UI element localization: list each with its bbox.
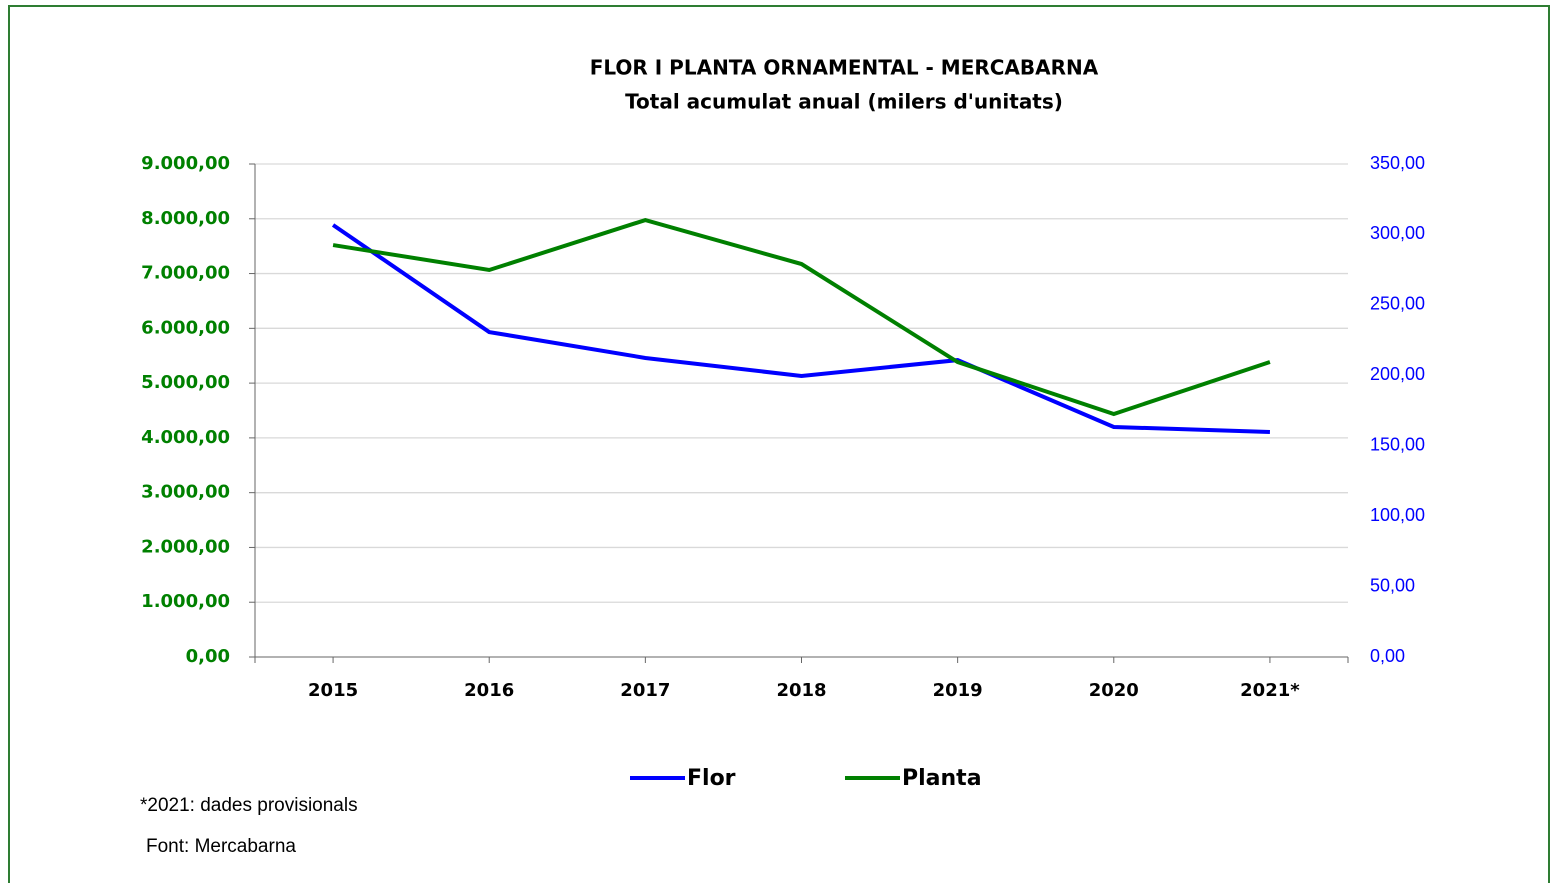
y2-tick-label: 0,00 — [1370, 646, 1405, 666]
chart-subtitle: Total acumulat anual (milers d'unitats) — [625, 90, 1063, 114]
x-tick-label: 2019 — [933, 680, 983, 701]
legend-label: Flor — [687, 766, 736, 791]
y2-tick-label: 250,00 — [1370, 294, 1425, 314]
y-tick-label: 0,00 — [186, 646, 230, 667]
note: *2021: dades provisionals — [140, 795, 358, 816]
y2-tick-label: 50,00 — [1370, 575, 1415, 595]
y-tick-label: 5.000,00 — [141, 372, 230, 393]
x-tick-label: 2016 — [464, 680, 514, 701]
chart-title: FLOR I PLANTA ORNAMENTAL - MERCABARNA — [590, 56, 1099, 80]
y2-tick-label: 150,00 — [1370, 434, 1425, 454]
x-tick-label: 2018 — [776, 680, 826, 701]
y-tick-label: 4.000,00 — [141, 427, 230, 448]
y2-tick-label: 100,00 — [1370, 505, 1425, 525]
x-tick-label: 2021* — [1240, 680, 1300, 701]
y-tick-label: 3.000,00 — [141, 482, 230, 503]
y-tick-label: 2.000,00 — [141, 536, 230, 557]
x-tick-label: 2020 — [1089, 680, 1139, 701]
frame — [8, 5, 1550, 883]
y2-tick-label: 350,00 — [1370, 153, 1425, 173]
y-tick-label: 8.000,00 — [141, 208, 230, 229]
legend-label: Planta — [902, 766, 982, 791]
note-mask — [130, 815, 530, 835]
y-tick-label: 7.000,00 — [141, 263, 230, 284]
x-tick-label: 2017 — [620, 680, 670, 701]
line-series — [331, 223, 1270, 435]
y2-tick-label: 200,00 — [1370, 364, 1425, 384]
line-series — [332, 217, 1271, 417]
y-tick-label: 1.000,00 — [141, 591, 230, 612]
y-tick-label: 6.000,00 — [141, 317, 230, 338]
source: Font: Mercabarna — [146, 836, 296, 857]
y2-tick-label: 300,00 — [1370, 223, 1425, 243]
x-tick-label: 2015 — [308, 680, 358, 701]
y-tick-label: 9.000,00 — [141, 153, 230, 174]
